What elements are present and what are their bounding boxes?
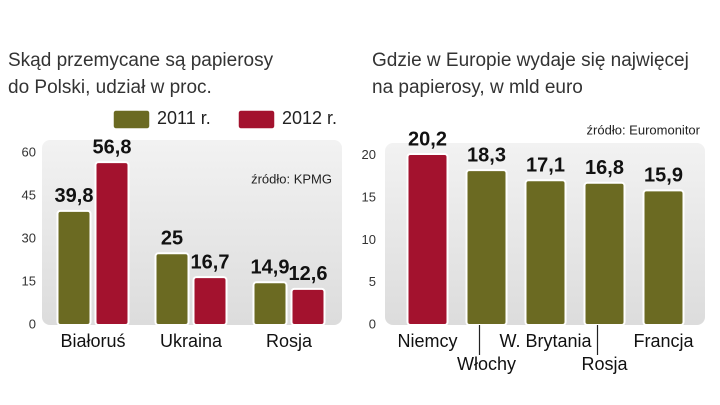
x-tick-label: Białoruś [60,331,125,351]
bar [642,189,685,326]
value-label: 17,1 [526,155,565,177]
source: źródło: Euromonitor [587,122,701,137]
bar [406,153,449,326]
bar [94,161,130,326]
value-label: 25 [161,228,183,250]
value-label: 16,7 [191,251,230,273]
y-tick-label: 30 [22,230,36,245]
bar [56,209,92,326]
source: źródło: KPMG [251,171,332,186]
bar [290,287,326,327]
x-tick-label: Ukraina [160,331,223,351]
bar [583,181,626,326]
value-label: 56,8 [93,136,132,158]
bar [154,252,190,326]
y-tick-label: 20 [362,147,376,162]
y-tick-label: 10 [362,232,376,247]
y-tick-label: 0 [29,316,36,331]
bar [192,276,228,326]
y-tick-label: 15 [22,273,36,288]
legend-label: 2012 r. [282,108,337,128]
chart-title: na papierosy, w mld euro [372,77,583,98]
x-tick-label: Rosja [581,354,628,374]
legend-label: 2011 r. [157,108,211,128]
value-label: 12,6 [289,263,328,285]
x-tick-label: W. Brytania [499,331,592,351]
value-label: 39,8 [55,185,94,207]
x-tick-label: Włochy [457,354,516,374]
x-tick-label: Rosja [266,331,313,351]
chart-title: Skąd przemycane są papierosy [8,50,274,71]
y-tick-label: 0 [369,316,376,331]
bar [465,169,508,326]
value-label: 14,9 [251,257,290,279]
y-tick-label: 5 [369,274,376,289]
x-tick-label: Niemcy [397,331,457,351]
chart-title: Gdzie w Europie wydaje się najwięcej [372,50,689,71]
legend-swatch [237,109,276,130]
y-tick-label: 45 [22,187,36,202]
value-label: 15,9 [644,165,683,187]
x-tick-label: Francja [633,331,694,351]
bar [252,281,288,327]
legend-swatch [112,109,151,130]
value-label: 16,8 [585,157,624,179]
chart-title: do Polski, udział w proc. [8,77,212,98]
value-label: 20,2 [408,128,447,150]
bar [524,179,567,326]
y-tick-label: 60 [22,144,36,159]
value-label: 18,3 [467,144,506,166]
y-tick-label: 15 [362,189,376,204]
